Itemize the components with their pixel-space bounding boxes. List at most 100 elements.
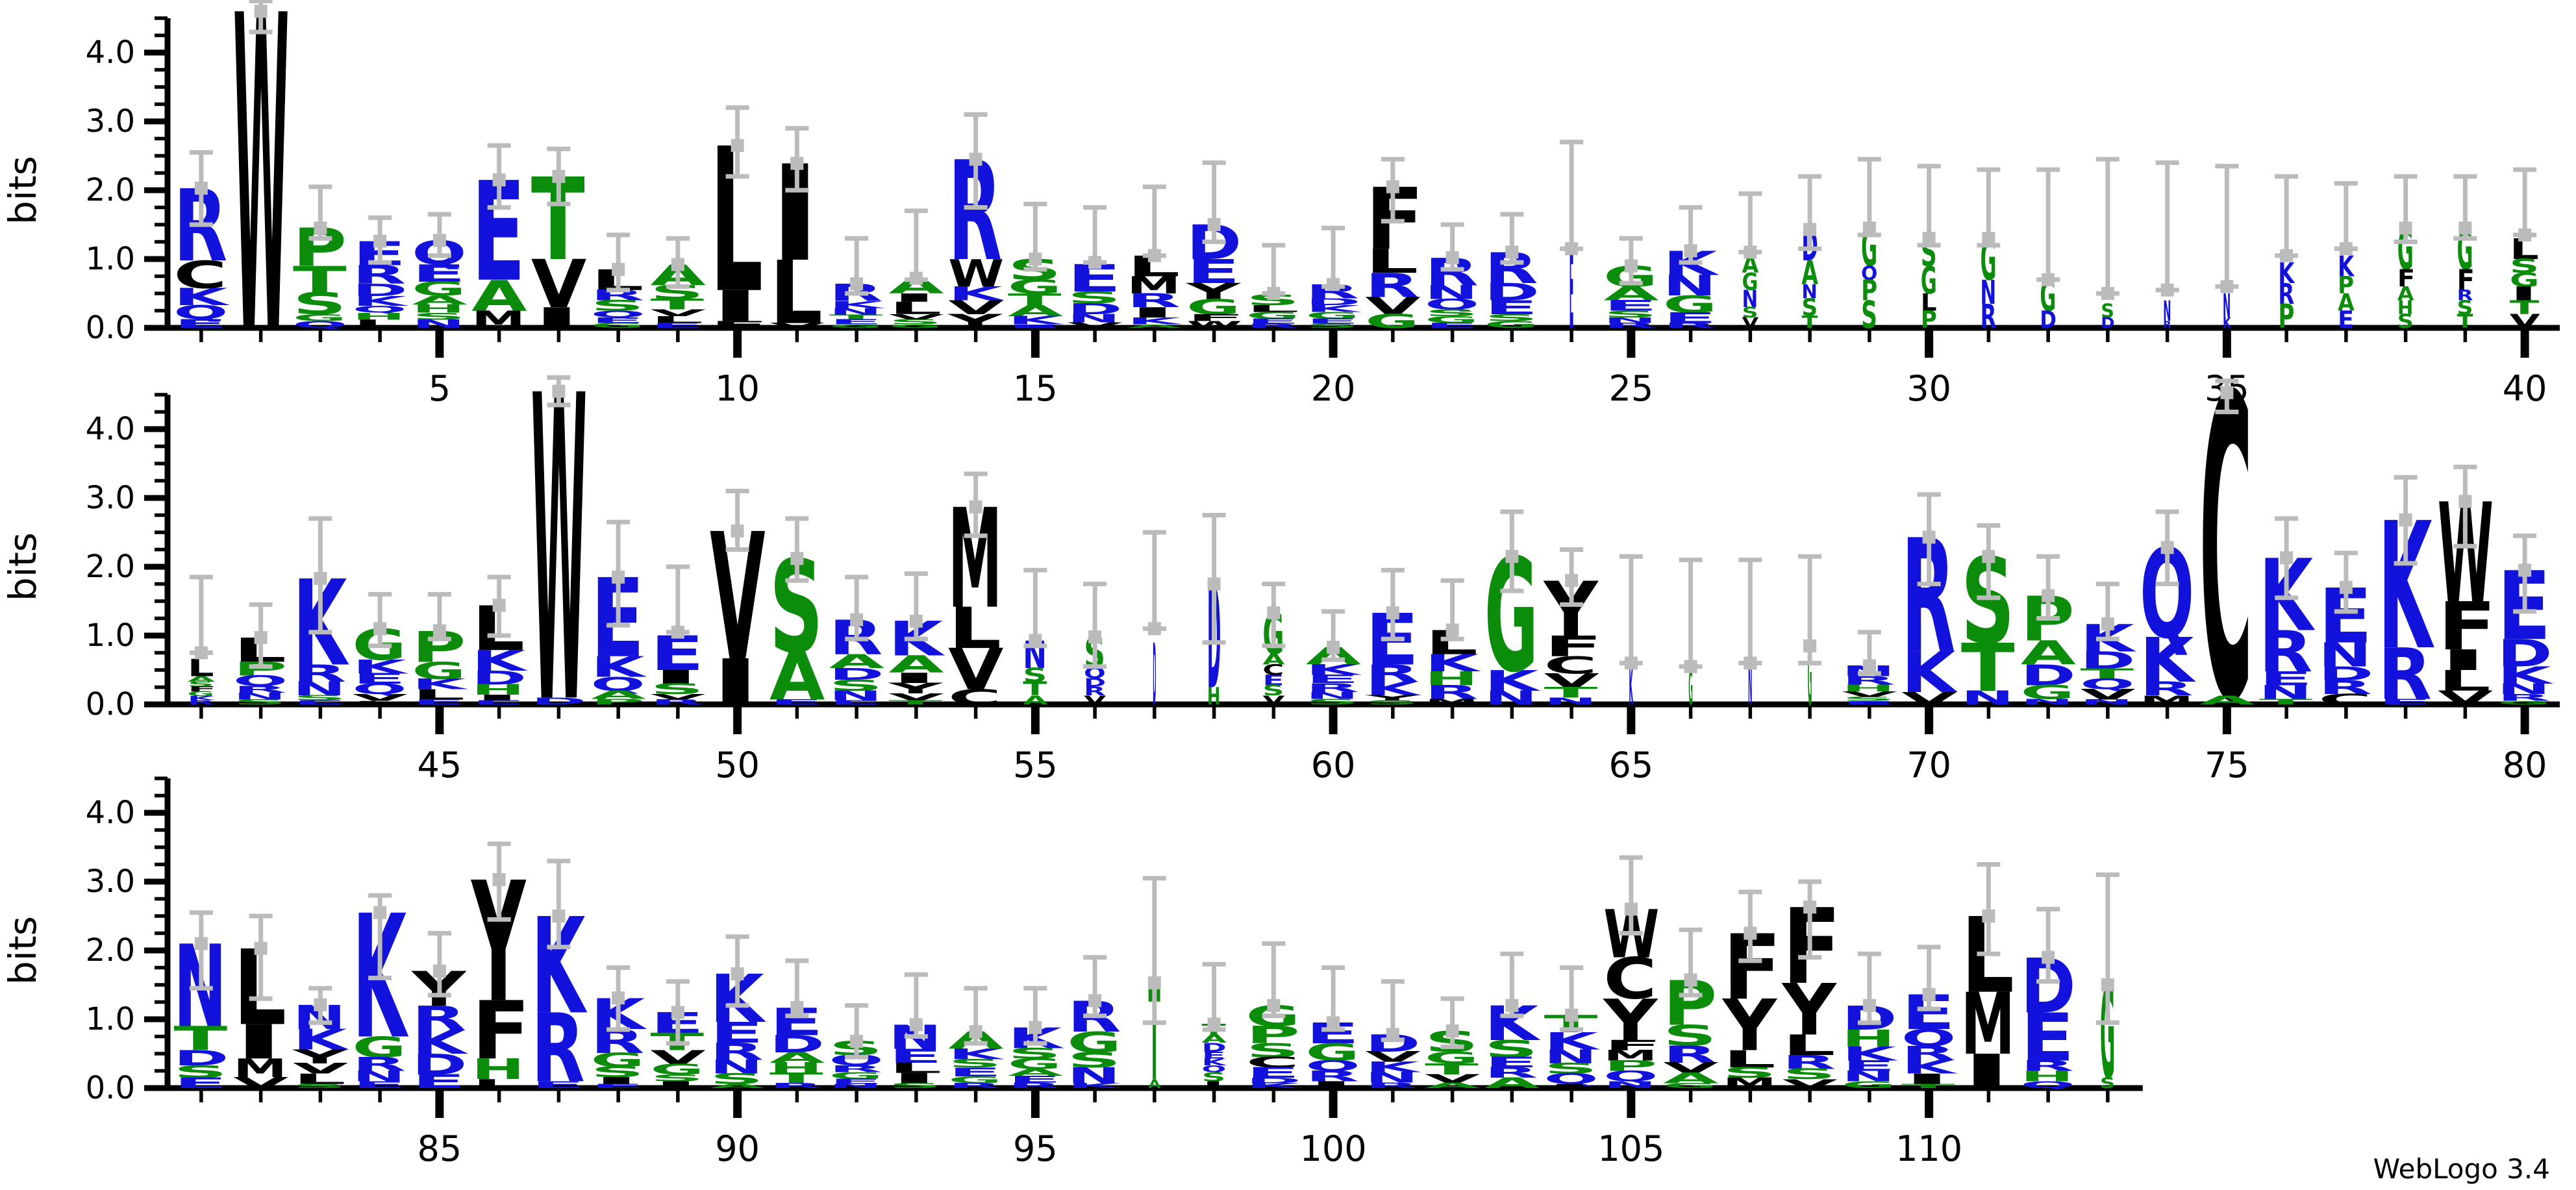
error-bar-mean-marker (2458, 221, 2472, 235)
logo-letter-R: R (2259, 619, 2313, 686)
logo-letter-A: A (1262, 652, 1284, 668)
logo-letter-C: C (1262, 662, 1284, 678)
error-bar-mean-marker (1386, 1028, 1399, 1041)
y-tick-label: 1.0 (86, 241, 135, 277)
logo-letter-N: N (710, 1056, 763, 1078)
logo-letter-T: T (173, 1020, 227, 1058)
logo-letter-G: G (888, 323, 942, 329)
logo-letter-I: I (1961, 1045, 2012, 1099)
logo-letter-S: S (1742, 304, 1758, 321)
logo-letter-K: K (2338, 251, 2355, 284)
x-tick-label: 25 (1609, 368, 1654, 409)
error-bar-mean-marker (1624, 259, 1638, 273)
logo-letter-N: N (1748, 652, 1753, 718)
logo-letter-Q: Q (1425, 296, 1479, 312)
stack-pos-67: N (1748, 652, 1753, 718)
error-bar-mean-marker (492, 873, 506, 886)
logo-letter-R: R (353, 260, 406, 290)
error-bar-pos-66 (1679, 557, 1703, 673)
logo-letter-Q: Q (591, 673, 645, 695)
logo-letter-K: K (412, 676, 468, 693)
logo-letter-F: F (710, 319, 769, 330)
logo-letter-I: I (650, 1079, 701, 1090)
logo-letter-S: S (233, 699, 287, 706)
logo-letter-K: K (471, 645, 529, 677)
logo-letter-R: R (2140, 678, 2194, 700)
logo-letter-S: S (1603, 309, 1657, 320)
logo-letter-A: A (2199, 693, 2255, 707)
logo-letter-G: G (948, 1074, 1002, 1085)
error-bar-pos-19 (1262, 243, 1286, 300)
logo-letter-K: K (1842, 1043, 1898, 1065)
error-bar-pos-83 (308, 985, 332, 1025)
logo-letter-N: N (2163, 295, 2171, 328)
logo-letter-A: A (1008, 302, 1064, 319)
logo-letter-S: S (650, 1072, 704, 1084)
logo-letter-S: S (1484, 1035, 1538, 1063)
error-bar-mean-marker (552, 910, 566, 923)
logo-letter-N: N (1544, 696, 1597, 707)
logo-letter-R: R (2021, 1058, 2075, 1074)
logo-letter-M: M (1603, 1048, 1657, 1064)
logo-letter-W: W (948, 252, 1004, 296)
logo-letter-G: G (1484, 319, 1538, 330)
logo-letter-S: S (1663, 1019, 1717, 1052)
logo-letter-E: E (1262, 672, 1284, 688)
error-bar-mean-marker (2042, 273, 2055, 286)
error-bar-pos-106 (1679, 927, 1703, 998)
error-bar-pos-110 (1917, 945, 1941, 1011)
x-tick-label: 60 (1311, 745, 1356, 786)
stack-pos-33: SD (2101, 300, 2114, 332)
stack-pos-87: KRE (531, 891, 588, 1104)
logo-letter-K: K (2497, 662, 2554, 689)
logo-letter-A: A (1202, 1032, 1227, 1046)
stack-pos-63: GKN (1484, 526, 1542, 708)
logo-letter-Y: Y (1364, 694, 1420, 702)
logo-letter-T: T (2457, 310, 2473, 332)
error-bar-mean-marker (1088, 994, 1102, 1008)
logo-letter-R: R (829, 1063, 883, 1074)
logo-letter-L: L (1723, 1046, 1776, 1073)
logo-letter-M: M (233, 1054, 287, 1083)
logo-letter-R: R (1425, 682, 1479, 704)
error-bar-mean-marker (1029, 634, 1042, 647)
error-bar-mean-marker (552, 384, 566, 398)
logo-letter-E: E (2338, 306, 2354, 334)
error-bar-mean-marker (2042, 950, 2055, 964)
x-tick-label: 80 (2503, 745, 2547, 786)
error-bar-mean-marker (2160, 283, 2174, 297)
logo-letter-M: M (471, 306, 525, 334)
logo-letter-R: R (233, 684, 287, 695)
error-bar-mean-marker (373, 906, 387, 919)
logo-letter-K: K (1544, 1028, 1601, 1056)
logo-letter-N: N (2080, 699, 2133, 706)
error-bar-pos-102 (1440, 996, 1464, 1049)
error-bar-pos-80 (2513, 533, 2537, 614)
logo-letter-A: A (1603, 283, 1659, 305)
logo-letter-D: D (531, 696, 586, 707)
logo-letter-N: N (1068, 312, 1121, 325)
error-bar-pos-101 (1381, 979, 1405, 1043)
logo-letter-L: L (769, 242, 823, 343)
error-bar-pos-88 (606, 965, 631, 1032)
logo-letter-E: E (471, 699, 525, 706)
logo-letter-G: G (353, 1032, 406, 1064)
error-bar-pos-38 (2394, 174, 2418, 244)
logo-letter-R: R (1901, 1043, 1955, 1065)
logo-letter-V: V (1365, 1048, 1421, 1065)
y-axis-title: bits (1, 156, 45, 225)
logo-letter-E: E (1306, 673, 1360, 686)
error-bar-mean-marker (373, 622, 387, 636)
logo-letter-K: K (2278, 257, 2295, 290)
error-bar-mean-marker (314, 221, 327, 235)
logo-letter-G: G (829, 1071, 883, 1082)
logo-letter-K: K (829, 299, 886, 310)
x-tick-label: 10 (715, 368, 760, 409)
logo-letter-C: C (173, 253, 227, 297)
logo-letter-S: S (293, 286, 347, 321)
logo-letter-N: N (1306, 690, 1359, 701)
